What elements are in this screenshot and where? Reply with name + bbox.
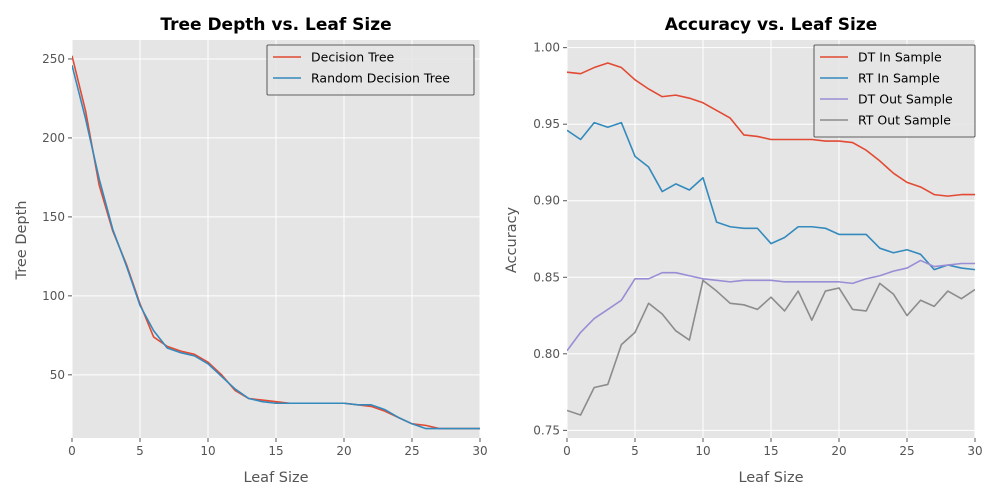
legend: Decision Tree Random Decision Tree [266,44,475,96]
legend: DT In Sample RT In Sample DT Out Sample RT … [813,44,976,138]
series-line-dt-in-sample [567,62,975,197]
legend-box [813,44,976,138]
legend-label: DT Out Sample [858,92,953,107]
chart-title: Tree Depth vs. Leaf Size [160,15,391,35]
legend-label: DT In Sample [858,50,942,65]
x-tick-label: 5 [631,444,639,458]
y-tick-label: 0.80 [533,347,560,361]
series-lines [72,55,480,430]
x-tick-label: 25 [899,444,914,458]
x-tick-label: 30 [472,444,487,458]
y-tick-label: 250 [42,52,65,66]
x-tick-label: 15 [268,444,283,458]
x-axis-label: Leaf Size [738,470,803,486]
y-tick-label: 0.95 [533,117,560,131]
series-line-rt-out-sample [567,279,975,416]
x-tick-label: 0 [563,444,571,458]
y-tick-label: 200 [42,131,65,145]
ticks: 0 5 10 15 20 25 30 50 100 150 200 250 [42,52,488,458]
x-tick-label: 30 [967,444,982,458]
y-axis-label: Tree Depth [14,201,30,281]
y-tick-label: 0.75 [533,423,560,437]
x-tick-label: 15 [763,444,778,458]
x-tick-label: 0 [68,444,76,458]
legend-label: RT In Sample [858,71,940,86]
chart-title: Accuracy vs. Leaf Size [665,15,878,35]
y-axis-label: Accuracy [504,206,520,273]
legend-label: Random Decision Tree [311,71,450,86]
legend-label: RT Out Sample [858,113,951,128]
y-tick-label: 1.00 [533,41,560,55]
accuracy-chart: Accuracy vs. Leaf Size Leaf Size Accurac… [504,15,983,486]
x-tick-label: 10 [695,444,710,458]
x-tick-label: 20 [831,444,846,458]
series-line-rt-in-sample [567,121,975,271]
series-line-dt-out-sample [567,259,975,352]
series-line-random-decision-tree [72,65,480,430]
y-tick-label: 0.85 [533,270,560,284]
y-tick-label: 0.90 [533,194,560,208]
series-lines [567,62,975,416]
x-tick-label: 5 [136,444,144,458]
y-tick-label: 50 [50,368,65,382]
x-tick-label: 20 [336,444,351,458]
x-axis-label: Leaf Size [243,470,308,486]
legend-label: Decision Tree [311,50,395,65]
ticks: 0 5 10 15 20 25 30 0.75 0.80 0.85 0.90 0.95 1.00 [533,41,982,458]
y-tick-label: 100 [42,289,65,303]
legend-box [266,44,475,96]
x-tick-label: 10 [200,444,215,458]
y-tick-label: 150 [42,210,65,224]
tree-depth-chart: Tree Depth vs. Leaf Size Leaf Size Tree … [14,15,488,486]
x-tick-label: 25 [404,444,419,458]
